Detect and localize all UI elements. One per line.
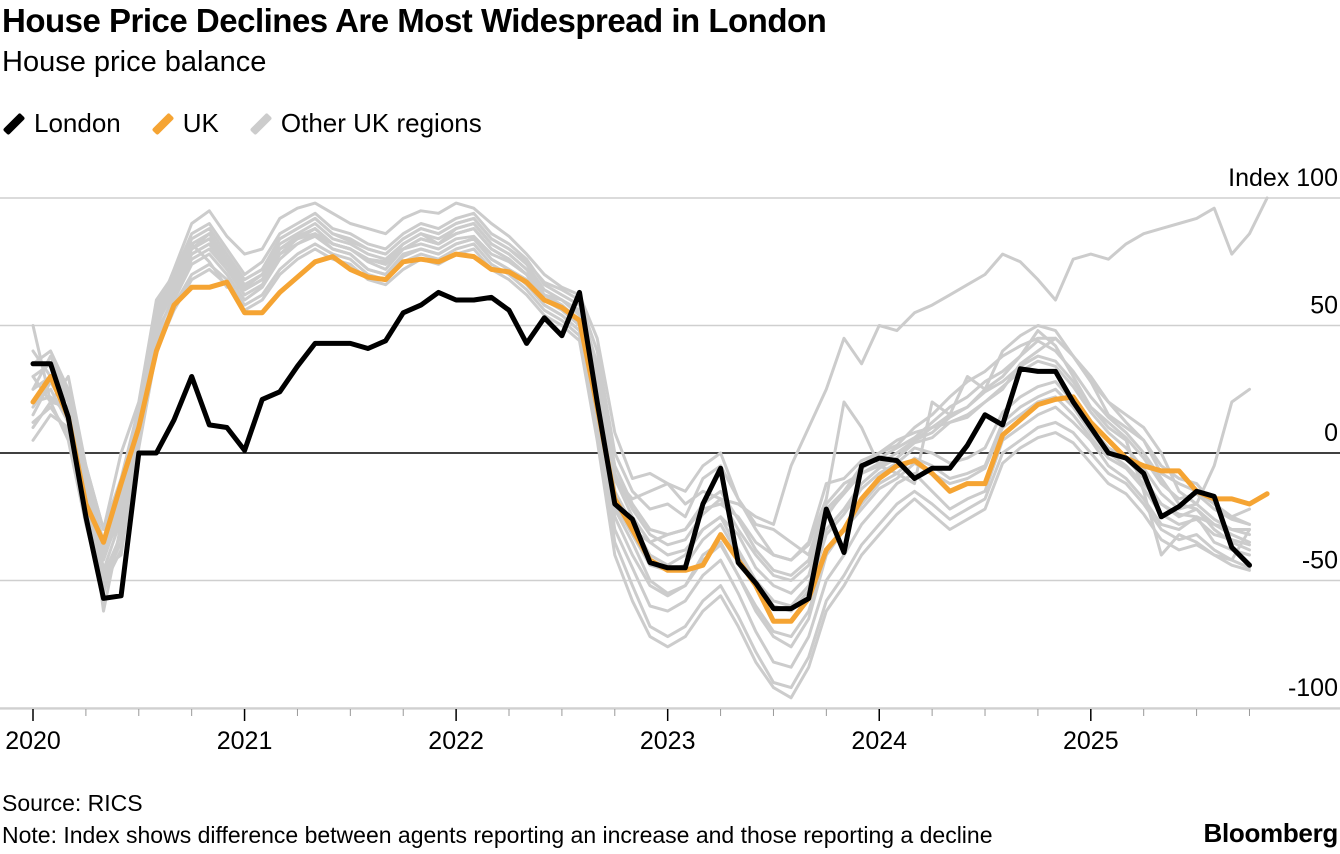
footnote: Note: Index shows difference between age… — [2, 822, 993, 848]
x-tick-label: 2025 — [1063, 727, 1119, 755]
series-line-other-region — [31, 227, 1251, 613]
legend: London UK Other UK regions — [2, 108, 512, 139]
series-line-other-region — [31, 201, 1251, 613]
legend-swatch-other-regions — [249, 112, 273, 135]
y-tick-label: -100 — [1288, 674, 1338, 702]
y-tick-label: 0 — [1324, 419, 1338, 447]
y-tick-label: Index 100 — [1228, 164, 1338, 192]
chart-subtitle: House price balance — [2, 46, 267, 78]
legend-item-london: London — [2, 108, 121, 139]
bloomberg-logo: Bloomberg — [1203, 818, 1338, 848]
axes: Index 100 50 0 -50 -100 2020 2021 2022 2023 2024 2… — [0, 164, 1340, 755]
y-tick-label: -50 — [1302, 547, 1338, 575]
series-line-other-region — [31, 232, 1251, 639]
series-line-other-region — [31, 216, 1251, 582]
x-tick-label: 2023 — [640, 727, 696, 755]
x-tick-label: 2021 — [217, 727, 273, 755]
legend-item-other-regions: Other UK regions — [249, 108, 482, 139]
series-line-other-region — [31, 234, 1251, 669]
legend-label-uk: UK — [182, 108, 219, 138]
legend-swatch-london — [2, 112, 26, 135]
legend-label-london: London — [34, 108, 121, 138]
source-note: Source: RICS — [2, 790, 143, 816]
chart-title: House Price Declines Are Most Widespread… — [2, 2, 827, 39]
gridlines — [0, 197, 1340, 709]
legend-item-uk: UK — [151, 108, 219, 139]
x-tick-label: 2020 — [5, 727, 61, 755]
series-line-other-region — [31, 211, 1251, 577]
y-tick-label: 50 — [1310, 292, 1338, 320]
legend-label-other-regions: Other UK regions — [280, 108, 482, 138]
line-chart: Index 100 50 0 -50 -100 2020 2021 2022 2023 2024 2… — [0, 164, 1340, 755]
x-tick-label: 2022 — [428, 727, 484, 755]
series-lines — [30, 196, 1270, 700]
series-line-london — [30, 289, 1252, 612]
chart-area: Index 100 50 0 -50 -100 2020 2021 2022 2023 2024 2… — [0, 150, 1340, 770]
series-line-other-region — [31, 247, 1251, 700]
legend-swatch-uk — [151, 112, 175, 135]
series-line-other-region — [31, 242, 1251, 690]
x-tick-label: 2024 — [851, 727, 907, 755]
